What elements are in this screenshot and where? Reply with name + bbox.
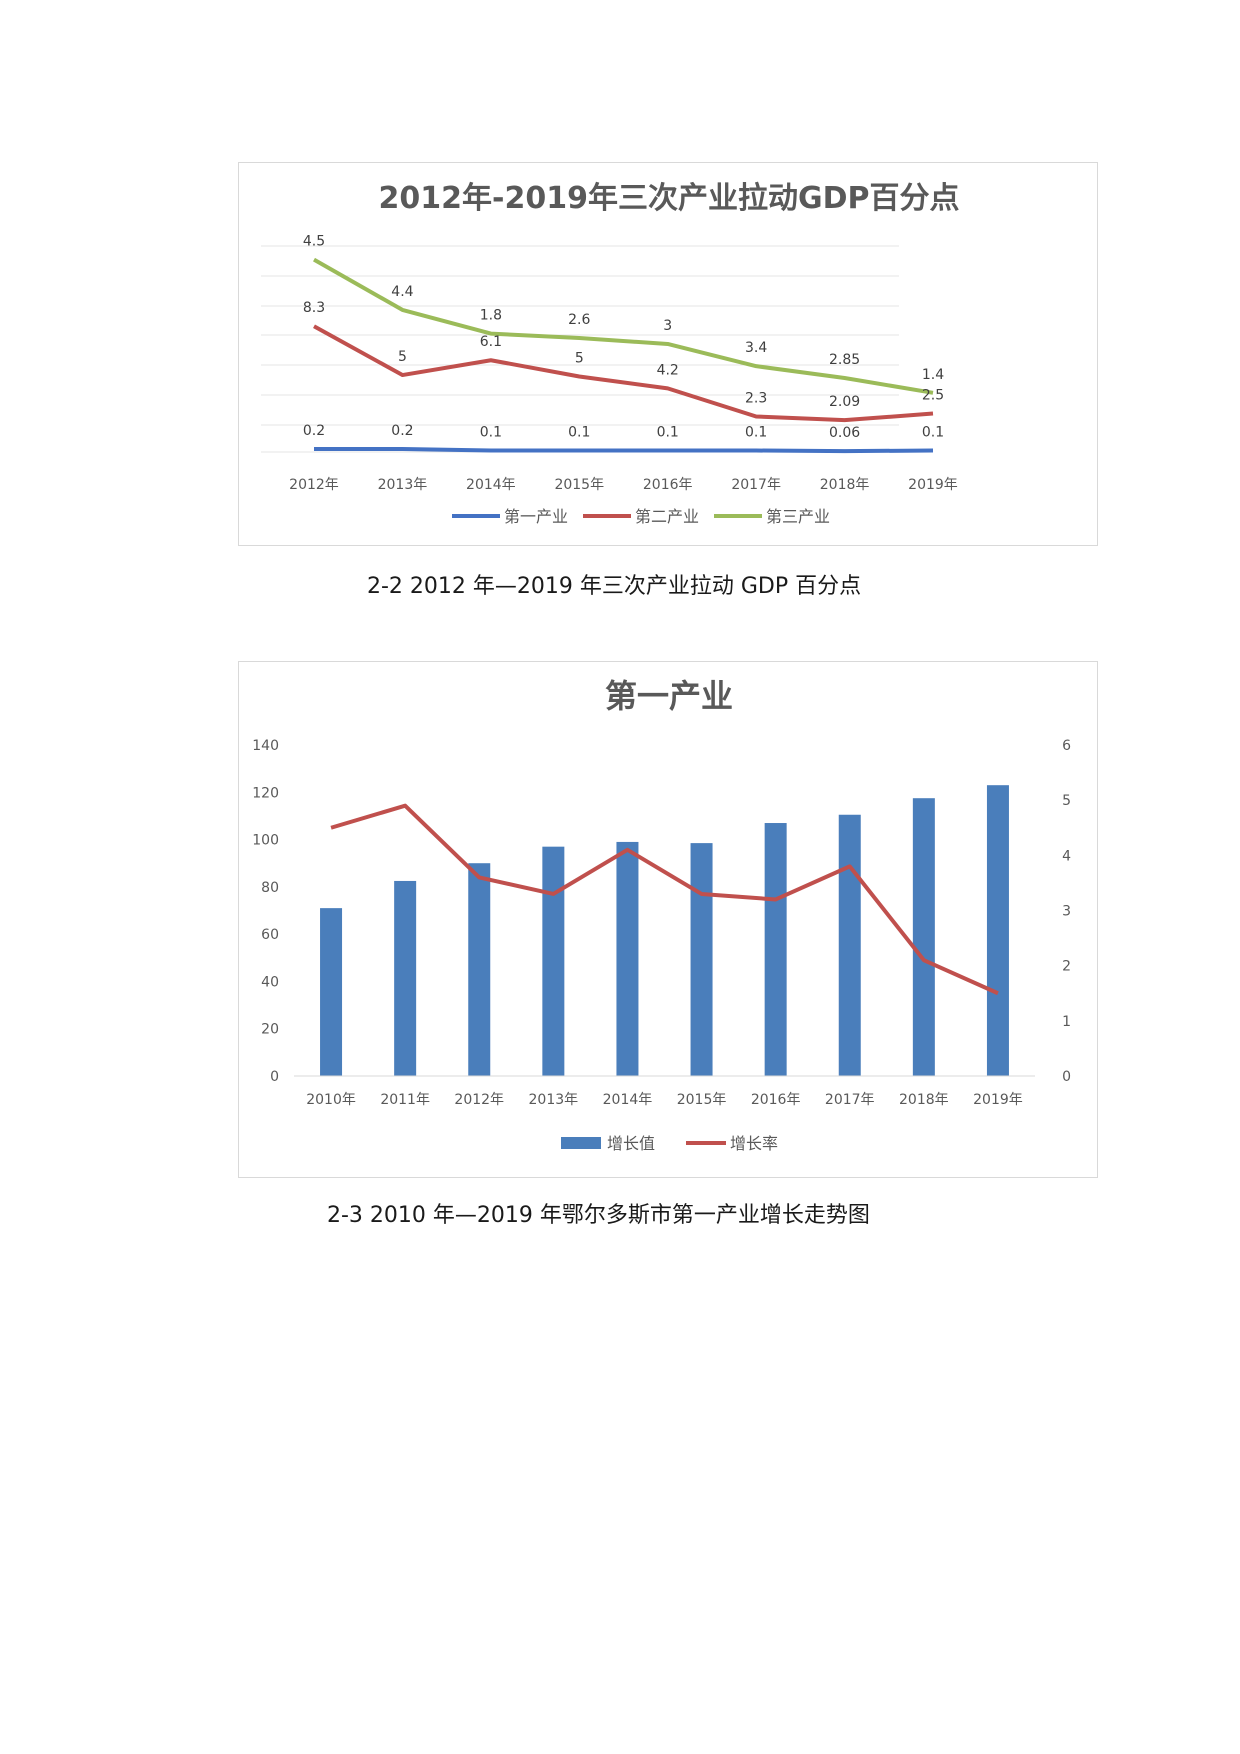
data-label: 0.1 [922, 425, 944, 441]
x-tick-label: 2016年 [751, 1092, 801, 1108]
legend-label: 第三产业 [766, 507, 830, 526]
figure-caption: 2-3 2010 年—2019 年鄂尔多斯市第一产业增长走势图 [327, 1203, 870, 1228]
data-label: 0.1 [745, 425, 767, 441]
chart-title: 第一产业 [605, 677, 733, 715]
x-tick-label: 2013年 [378, 477, 428, 493]
series-line-2 [313, 324, 934, 423]
y-right-tick-label: 5 [1062, 793, 1071, 809]
data-label: 1.8 [480, 308, 502, 324]
data-label: 6.1 [480, 334, 502, 350]
x-tick-label: 2019年 [973, 1092, 1023, 1108]
data-label: 3 [663, 318, 672, 334]
bar [542, 846, 565, 1076]
data-label: 4.2 [657, 362, 679, 378]
data-label: 0.06 [829, 425, 860, 441]
bar [986, 785, 1009, 1076]
y-right-tick-label: 3 [1062, 904, 1071, 920]
x-tick-label: 2017年 [731, 477, 781, 493]
data-label: 0.2 [303, 423, 325, 439]
chart-stacked-line: 2012年-2019年三次产业拉动GDP百分点 0.2 0.2 0.1 0.1 0.1 0… [238, 162, 1098, 546]
data-label: 0.1 [568, 425, 590, 441]
y-left-tick-label: 80 [261, 880, 279, 896]
x-tick-label: 2010年 [306, 1092, 356, 1108]
legend-swatch [561, 1137, 601, 1149]
x-tick-label: 2013年 [529, 1092, 579, 1108]
y-right-tick-label: 0 [1062, 1069, 1071, 1085]
bar [690, 843, 713, 1076]
legend-label: 增长值 [607, 1134, 655, 1153]
bar [320, 908, 343, 1076]
x-tick-label: 2014年 [603, 1092, 653, 1108]
data-label: 0.2 [391, 423, 413, 439]
bar [838, 814, 861, 1076]
x-tick-label: 2012年 [454, 1092, 504, 1108]
x-tick-label: 2012年 [289, 477, 339, 493]
chart-title: 2012年-2019年三次产业拉动GDP百分点 [379, 181, 960, 216]
y-left-tick-label: 100 [252, 833, 279, 849]
bar [394, 880, 417, 1076]
legend-label: 第二产业 [635, 507, 699, 526]
data-label: 2.09 [829, 394, 860, 410]
data-label: 2.3 [745, 390, 767, 406]
y-right-tick-label: 6 [1062, 738, 1071, 754]
x-tick-label: 2019年 [908, 477, 958, 493]
legend-label: 增长率 [730, 1134, 778, 1153]
rate-line [330, 803, 999, 996]
y-left-tick-label: 60 [261, 927, 279, 943]
data-label: 4.5 [303, 234, 325, 250]
x-tick-label: 2011年 [380, 1092, 430, 1108]
y-left-tick-label: 0 [270, 1069, 279, 1085]
figure-caption: 2-2 2012 年—2019 年三次产业拉动 GDP 百分点 [367, 574, 862, 599]
data-label: 3.4 [745, 340, 767, 356]
data-label: 0.1 [480, 425, 502, 441]
y-left-tick-label: 20 [261, 1022, 279, 1038]
data-label: 5 [398, 349, 407, 365]
series-line-1 [314, 447, 934, 454]
legend-label: 第一产业 [504, 507, 568, 526]
bar [468, 863, 491, 1076]
y-left-tick-label: 140 [252, 738, 279, 754]
data-label: 0.1 [657, 425, 679, 441]
series-line-3 [313, 257, 934, 395]
data-label: 5 [575, 351, 584, 367]
x-tick-label: 2015年 [554, 477, 604, 493]
y-left-tick-label: 40 [261, 974, 279, 990]
data-label: 1.4 [922, 367, 944, 383]
data-label: 2.6 [568, 312, 590, 328]
y-right-tick-label: 2 [1062, 959, 1071, 975]
data-label: 2.5 [922, 388, 944, 404]
x-tick-label: 2017年 [825, 1092, 875, 1108]
bar [764, 823, 787, 1076]
data-label: 2.85 [829, 352, 860, 368]
data-label: 4.4 [391, 284, 413, 300]
x-tick-label: 2015年 [677, 1092, 727, 1108]
x-tick-label: 2016年 [643, 477, 693, 493]
y-right-tick-label: 4 [1062, 848, 1071, 864]
x-tick-label: 2014年 [466, 477, 516, 493]
x-tick-label: 2018年 [820, 477, 870, 493]
y-left-tick-label: 120 [252, 785, 279, 801]
y-right-tick-label: 1 [1062, 1014, 1071, 1030]
bar [616, 841, 639, 1076]
bar [912, 798, 935, 1076]
x-tick-label: 2018年 [899, 1092, 949, 1108]
chart-combo-bar-line: 第一产业 0 20 40 60 80 100 120 140 0 1 2 3 4 5 6 2010年 201… [238, 661, 1098, 1178]
data-label: 8.3 [303, 300, 325, 316]
